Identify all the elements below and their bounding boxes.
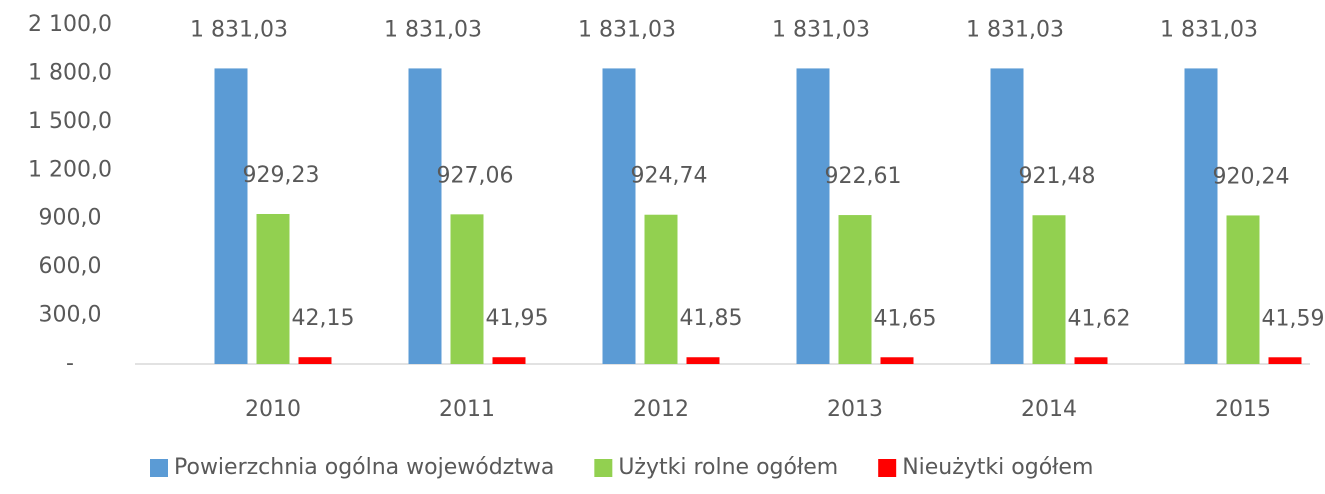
data-label: 1 831,03 [772, 17, 870, 42]
x-tick-label: 2013 [827, 397, 883, 422]
data-label: 1 831,03 [1160, 17, 1258, 42]
y-tick-label: 2 100,0 [28, 12, 112, 37]
data-label: 921,48 [1019, 164, 1096, 189]
bar [796, 68, 830, 365]
x-tick-label: 2014 [1021, 397, 1077, 422]
legend-swatch [594, 459, 613, 477]
bar [990, 68, 1024, 365]
bar [450, 214, 484, 364]
data-label: 41,59 [1262, 306, 1325, 331]
data-label: 922,61 [825, 164, 902, 189]
bar [644, 214, 678, 364]
bar [838, 215, 872, 364]
legend-swatch [878, 459, 897, 477]
y-tick-label: 600,0 [39, 254, 102, 279]
bar [686, 357, 720, 364]
bar [492, 357, 526, 364]
data-label: 1 831,03 [578, 17, 676, 42]
y-tick-label: 1 200,0 [28, 157, 112, 182]
bar [408, 68, 442, 365]
data-label: 42,15 [292, 306, 355, 331]
bar [602, 68, 636, 365]
y-tick-label: 1 500,0 [28, 109, 112, 134]
bar [1268, 357, 1302, 364]
data-label: 924,74 [631, 164, 708, 189]
y-tick-label: 1 800,0 [28, 60, 112, 85]
x-tick-label: 2011 [439, 397, 495, 422]
bar [298, 357, 332, 364]
bar [256, 213, 290, 364]
data-label: 1 831,03 [190, 17, 288, 42]
data-label: 41,62 [1068, 306, 1131, 331]
y-tick-label: 900,0 [39, 206, 102, 231]
y-tick-label: 300,0 [39, 303, 102, 328]
x-tick-label: 2010 [245, 397, 301, 422]
bar [214, 68, 248, 365]
legend-label: Użytki rolne ogółem [618, 455, 838, 480]
legend-label: Nieużytki ogółem [902, 455, 1093, 480]
x-tick-label: 2015 [1215, 397, 1271, 422]
bar [880, 357, 914, 364]
bar [1184, 68, 1218, 365]
data-label: 927,06 [437, 163, 514, 188]
data-label: 920,24 [1213, 164, 1290, 189]
data-label: 1 831,03 [966, 17, 1064, 42]
data-label: 929,23 [243, 163, 320, 188]
bar [1032, 215, 1066, 364]
bar [1074, 357, 1108, 364]
y-tick-label: - [66, 351, 74, 376]
x-tick-label: 2012 [633, 397, 689, 422]
legend-label: Powierzchnia ogólna województwa [174, 455, 554, 480]
bar [1226, 215, 1260, 364]
data-label: 41,65 [874, 306, 937, 331]
legend-swatch [150, 459, 168, 477]
data-label: 41,85 [680, 306, 743, 331]
data-label: 41,95 [486, 306, 549, 331]
data-label: 1 831,03 [384, 17, 482, 42]
